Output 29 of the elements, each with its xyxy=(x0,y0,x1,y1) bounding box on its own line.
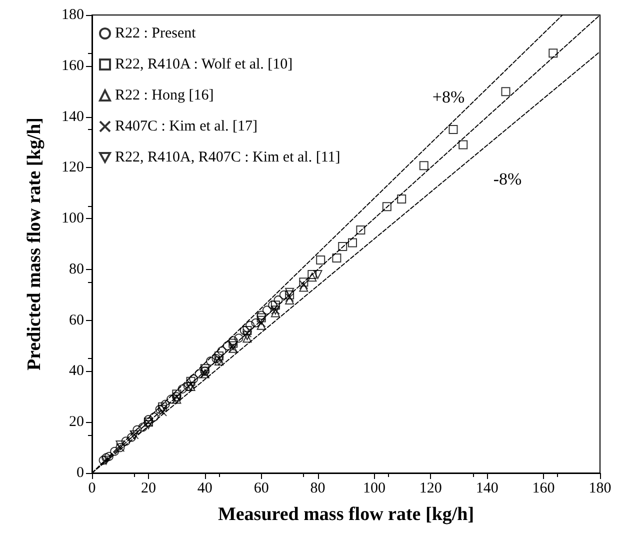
legend-label: R407C : Kim et al. [17] xyxy=(115,118,258,134)
x-tick-label: 160 xyxy=(532,480,555,496)
legend-label: R22 : Present xyxy=(115,26,197,42)
y-axis-title: Predicted mass flow rate [kg/h] xyxy=(24,118,45,370)
x-axis-title: Measured mass flow rate [kg/h] xyxy=(218,504,474,525)
x-tick-label: 120 xyxy=(419,480,442,496)
legend-label: R22, R410A : Wolf et al. [10] xyxy=(115,56,293,72)
x-tick-label: 60 xyxy=(254,480,269,496)
legend-label: R22, R410A, R407C : Kim et al. [11] xyxy=(115,150,340,166)
y-tick-label: 140 xyxy=(62,108,84,125)
y-tick-label: 160 xyxy=(62,58,84,74)
annotation: +8% xyxy=(432,87,465,106)
x-tick-label: 0 xyxy=(88,480,96,496)
y-tick-label: 80 xyxy=(69,261,84,278)
y-tick-label: 20 xyxy=(69,414,84,430)
x-tick-label: 20 xyxy=(140,480,156,496)
y-tick-label: 180 xyxy=(62,7,84,23)
y-tick-label: 100 xyxy=(62,210,84,227)
y-tick-label: 0 xyxy=(76,465,84,481)
y-tick-label: 120 xyxy=(62,160,84,176)
legend-label: R22 : Hong [16] xyxy=(115,88,214,104)
x-tick-label: 180 xyxy=(588,480,612,496)
y-tick-label: 60 xyxy=(69,312,84,328)
x-tick-label: 100 xyxy=(362,480,386,496)
x-tick-label: 140 xyxy=(476,480,498,496)
x-tick-label: 80 xyxy=(310,480,326,496)
y-tick-label: 40 xyxy=(69,363,84,380)
annotation: -8% xyxy=(493,170,522,189)
x-tick-label: 40 xyxy=(197,480,212,496)
